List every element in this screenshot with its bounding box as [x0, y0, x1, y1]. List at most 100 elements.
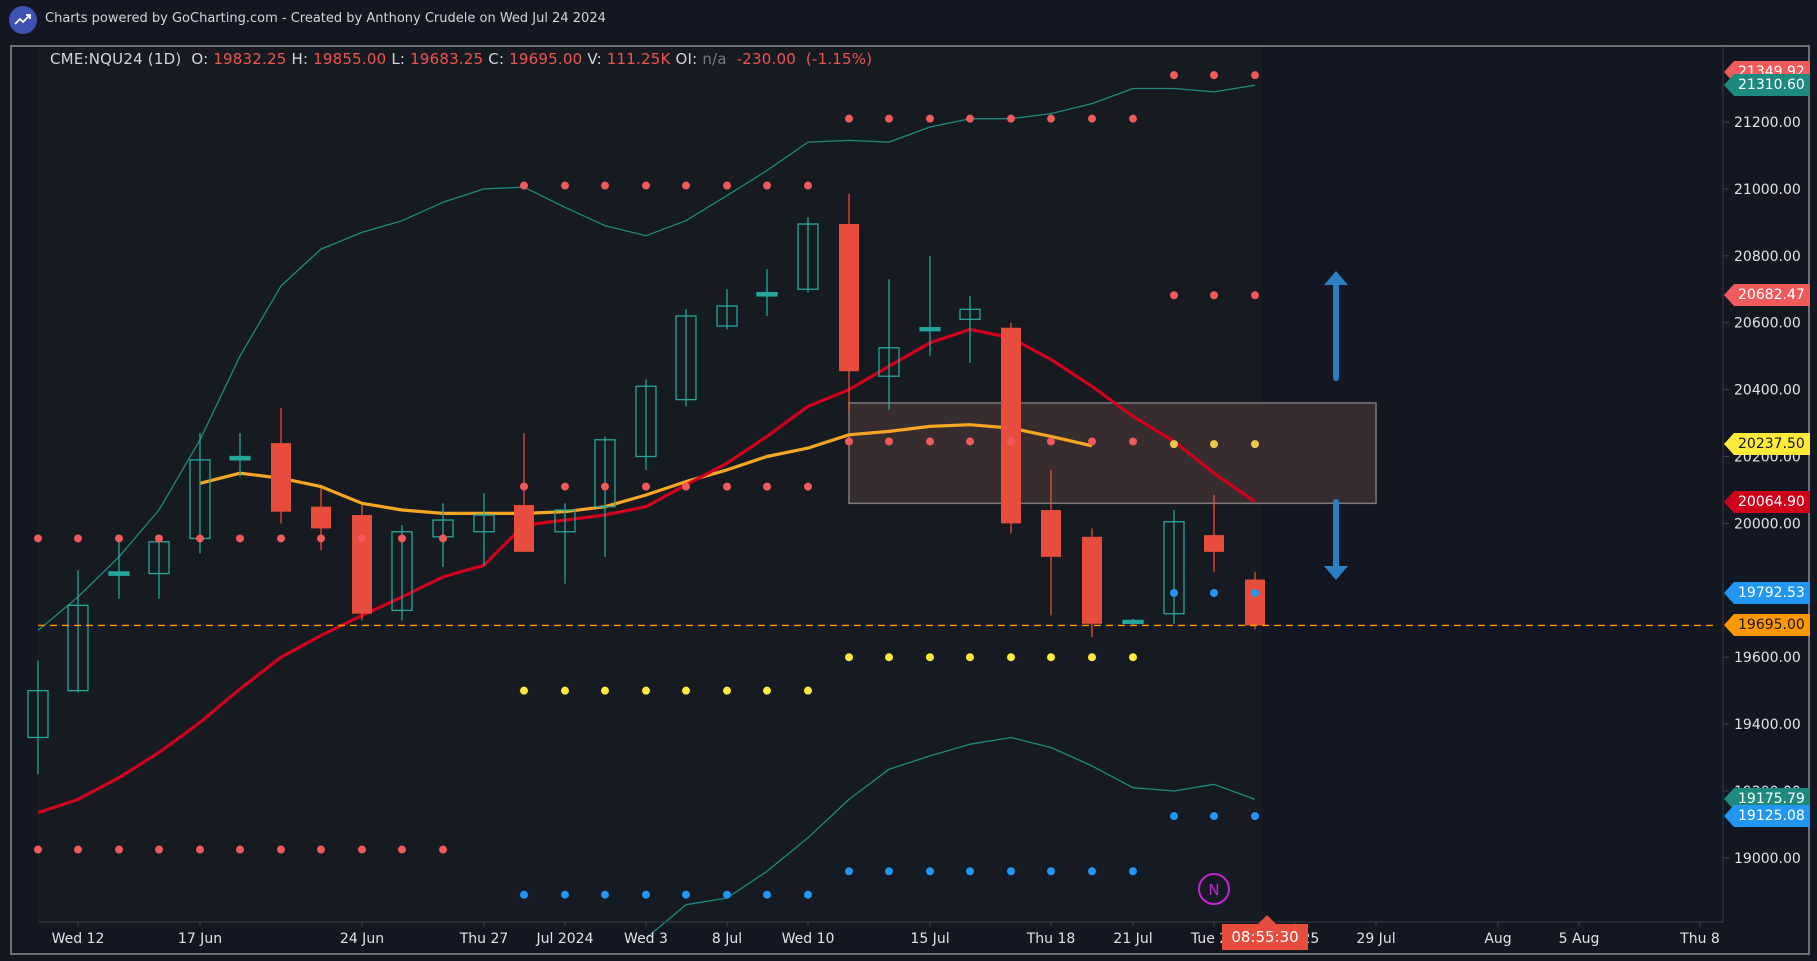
- candle-down[interactable]: [271, 443, 291, 512]
- level-dot: [845, 867, 853, 876]
- candle-down[interactable]: [352, 515, 372, 614]
- level-dot: [1170, 291, 1178, 300]
- time-axis-label: 15 Jul: [910, 931, 949, 947]
- level-dot: [845, 437, 853, 446]
- candle-down[interactable]: [1245, 579, 1265, 626]
- candle-up[interactable]: [67, 604, 89, 692]
- price-tag: 20237.50: [1724, 432, 1810, 455]
- time-axis-label: Thu 8: [1679, 931, 1720, 947]
- candle-up[interactable]: [878, 347, 900, 377]
- candle-countdown: 08:55:30: [1222, 915, 1308, 950]
- arrow-down-icon[interactable]: [1324, 566, 1348, 580]
- level-dot: [561, 482, 569, 491]
- trend-up-icon[interactable]: [9, 6, 37, 34]
- level-dot: [277, 534, 285, 543]
- level-dot: [1251, 291, 1259, 300]
- level-dot: [561, 686, 569, 695]
- candle-up[interactable]: [554, 509, 576, 533]
- candle-up[interactable]: [1163, 521, 1185, 615]
- oi-label: OI:: [675, 50, 698, 68]
- level-dot: [1129, 114, 1137, 123]
- price-axis-label: 19400.00: [1734, 717, 1801, 733]
- time-axis-label: 21 Jul: [1113, 931, 1152, 947]
- candle-up[interactable]: [716, 305, 738, 327]
- time-axis-label: Aug: [1484, 931, 1511, 947]
- level-dot: [34, 845, 42, 854]
- candle-up[interactable]: [27, 690, 49, 739]
- news-marker-label: N: [1208, 881, 1219, 899]
- level-dot: [723, 686, 731, 695]
- level-dot: [520, 890, 528, 899]
- level-dot: [1170, 440, 1178, 449]
- level-dot: [74, 534, 82, 543]
- candle-up[interactable]: [756, 291, 778, 297]
- level-dot: [520, 181, 528, 190]
- close-value: 19695.00: [509, 50, 583, 68]
- level-dot: [601, 890, 609, 899]
- volume-value: 111.25K: [606, 50, 671, 68]
- candle-up[interactable]: [1122, 619, 1144, 625]
- candle-up[interactable]: [675, 315, 697, 401]
- time-axis-label: 24 Jun: [340, 931, 384, 947]
- resistance-zone[interactable]: [848, 402, 1377, 505]
- price-axis-label: 20800.00: [1734, 249, 1801, 265]
- level-dot: [1251, 588, 1259, 597]
- candle-up[interactable]: [391, 531, 413, 612]
- candle-down[interactable]: [1204, 535, 1224, 552]
- candle-up[interactable]: [797, 223, 819, 290]
- level-dot: [1210, 71, 1218, 80]
- time-axis-label: Wed 3: [624, 931, 668, 947]
- level-dot: [804, 181, 812, 190]
- volume-label: V:: [587, 50, 602, 68]
- level-dot: [966, 114, 974, 123]
- candle-up[interactable]: [229, 455, 251, 461]
- level-dot: [763, 482, 771, 491]
- candle-up[interactable]: [959, 308, 981, 321]
- price-axis-label: 21000.00: [1734, 182, 1801, 198]
- candle-up[interactable]: [919, 327, 941, 332]
- level-dot: [723, 181, 731, 190]
- symbol-label[interactable]: CME:NQU24 (1D): [50, 50, 182, 68]
- level-dot: [561, 181, 569, 190]
- level-dot: [520, 482, 528, 491]
- level-dot: [804, 686, 812, 695]
- candle-down[interactable]: [311, 506, 331, 529]
- candle-down[interactable]: [1001, 327, 1021, 524]
- level-dot: [885, 437, 893, 446]
- level-dot: [1129, 437, 1137, 446]
- news-marker-icon[interactable]: [1198, 873, 1230, 905]
- credit-text: Charts powered by GoCharting.com - Creat…: [45, 11, 606, 26]
- level-dot: [926, 114, 934, 123]
- level-dot: [763, 181, 771, 190]
- candle-up[interactable]: [473, 514, 495, 533]
- price-axis-label: 19000.00: [1734, 851, 1801, 867]
- time-axis-label: 8 Jul: [712, 931, 742, 947]
- time-axis-label: 17 Jun: [178, 931, 222, 947]
- candle-up[interactable]: [594, 439, 616, 508]
- level-dot: [1007, 867, 1015, 876]
- arrow-up-icon[interactable]: [1324, 271, 1348, 285]
- level-dot: [682, 890, 690, 899]
- level-dot: [1088, 114, 1096, 123]
- candle-up[interactable]: [635, 385, 657, 458]
- level-dot: [236, 845, 244, 854]
- level-dot: [682, 181, 690, 190]
- level-dot: [1210, 440, 1218, 449]
- level-dot: [642, 181, 650, 190]
- time-axis-label: 5 Aug: [1559, 931, 1600, 947]
- candle-down[interactable]: [1041, 510, 1061, 557]
- level-dot: [317, 845, 325, 854]
- candle-down[interactable]: [514, 505, 534, 552]
- level-dot: [804, 890, 812, 899]
- candle-up[interactable]: [108, 571, 130, 576]
- level-dot: [845, 114, 853, 123]
- level-dot: [1047, 867, 1055, 876]
- time-axis-label: Thu 18: [1026, 931, 1076, 947]
- candle-down[interactable]: [1082, 536, 1102, 624]
- history-area: [38, 47, 1262, 922]
- low-value: 19683.25: [410, 50, 484, 68]
- candle-down[interactable]: [839, 224, 859, 372]
- time-axis-label: Jul 2024: [536, 931, 594, 947]
- level-dot: [1047, 437, 1055, 446]
